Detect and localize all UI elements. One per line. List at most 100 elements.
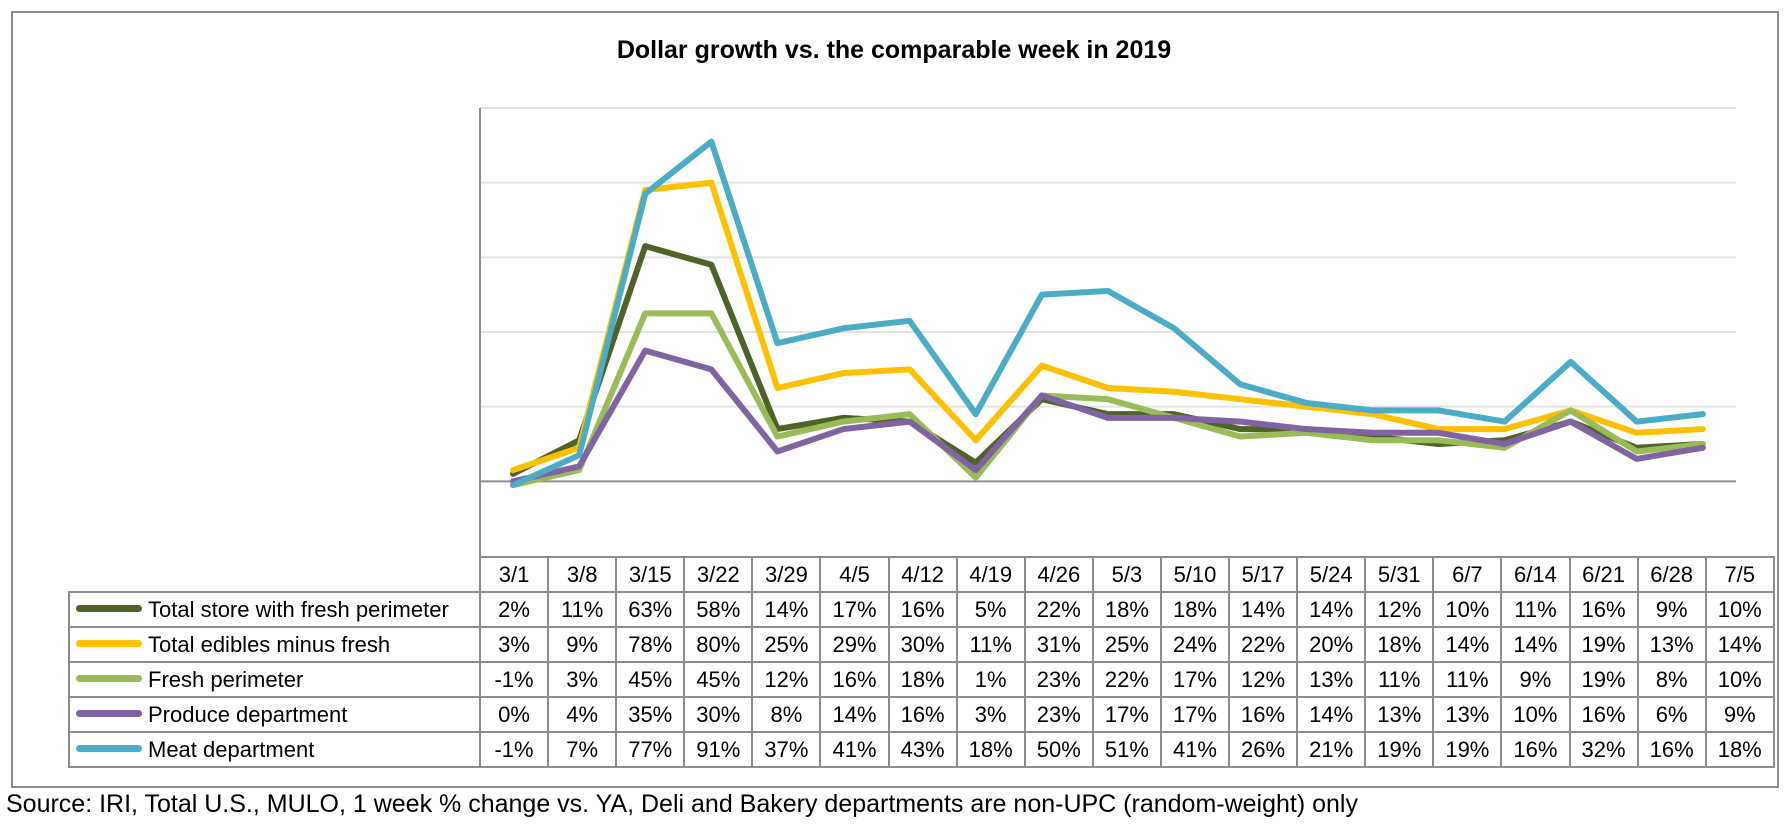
data-label: 17% xyxy=(819,591,890,628)
data-label: 14% xyxy=(1500,626,1571,663)
data-label: 22% xyxy=(1023,591,1094,628)
data-label: 10% xyxy=(1500,696,1571,733)
data-label: 16% xyxy=(1636,731,1707,768)
table-body: Total store with fresh perimeter 2% 11% 63%… xyxy=(68,591,1775,768)
data-label: 0% xyxy=(478,696,550,733)
data-label: 16% xyxy=(887,696,958,733)
data-label: 41% xyxy=(1159,731,1231,768)
series-line-3 xyxy=(510,347,1706,485)
data-label: 29% xyxy=(819,626,890,663)
x-tick-label: 3/29 xyxy=(751,556,822,593)
data-label: 17% xyxy=(1091,696,1162,733)
data-label: 14% xyxy=(819,696,890,733)
x-tick-label: 5/3 xyxy=(1091,556,1162,593)
data-label: 18% xyxy=(955,731,1026,768)
data-label: 19% xyxy=(1364,731,1435,768)
x-tick-label: 5/24 xyxy=(1296,556,1367,593)
table-corner-cell xyxy=(69,557,481,593)
data-label: 14% xyxy=(1296,696,1367,733)
data-label: 9% xyxy=(1636,591,1707,628)
data-label: 24% xyxy=(1159,626,1231,663)
data-label: 8% xyxy=(1636,661,1707,698)
data-label: 17% xyxy=(1159,661,1231,698)
data-label: 35% xyxy=(615,696,686,733)
legend-entry: Fresh perimeter xyxy=(68,661,481,698)
data-label: 6% xyxy=(1636,696,1707,733)
x-tick-label: 4/12 xyxy=(887,556,958,593)
data-label: 22% xyxy=(1091,661,1162,698)
data-label: 91% xyxy=(683,731,754,768)
legend-label: Produce department xyxy=(148,701,348,727)
data-label: 16% xyxy=(1228,696,1299,733)
data-label: 43% xyxy=(887,731,958,768)
chart-frame xyxy=(11,11,1779,788)
data-label: 11% xyxy=(1500,591,1571,628)
data-label: 18% xyxy=(1091,591,1162,628)
data-label: 45% xyxy=(683,661,754,698)
line-chart xyxy=(479,107,1736,556)
data-label: 13% xyxy=(1432,696,1503,733)
data-label: -1% xyxy=(478,731,550,768)
data-label: 7% xyxy=(547,731,618,768)
data-label: 1% xyxy=(955,661,1026,698)
table-header-row: 3/1 3/8 3/15 3/22 3/29 4/5 4/12 4/19 4/26 5/3 5/10… xyxy=(69,556,1775,593)
data-label: 58% xyxy=(683,591,754,628)
legend-label: Total edibles minus fresh xyxy=(148,631,391,657)
data-label: 18% xyxy=(1159,591,1231,628)
data-label: 14% xyxy=(751,591,822,628)
data-label: 45% xyxy=(615,661,686,698)
data-label: 3% xyxy=(547,661,618,698)
x-tick-label: 3/15 xyxy=(615,556,686,593)
data-label: 9% xyxy=(547,626,618,663)
data-label: 51% xyxy=(1091,731,1162,768)
source-note: Source: IRI, Total U.S., MULO, 1 week % … xyxy=(6,790,1358,818)
data-label: 14% xyxy=(1296,591,1367,628)
series-line-0 xyxy=(510,243,1706,477)
legend-label: Meat department xyxy=(148,736,315,762)
data-label: 11% xyxy=(1364,661,1435,698)
data-label: 2% xyxy=(478,591,550,628)
data-label: 8% xyxy=(751,696,822,733)
x-tick-label: 5/10 xyxy=(1159,556,1231,593)
data-label: 16% xyxy=(819,661,890,698)
x-tick-label: 4/5 xyxy=(819,556,890,593)
x-tick-label: 4/19 xyxy=(955,556,1026,593)
data-label: 16% xyxy=(1568,591,1639,628)
data-label: 14% xyxy=(1704,626,1775,663)
data-label: 37% xyxy=(751,731,822,768)
data-label: 19% xyxy=(1432,731,1503,768)
data-label: 23% xyxy=(1023,661,1094,698)
table-row: Total edibles minus fresh 3% 9% 78% 80% 25% 29… xyxy=(68,626,1775,663)
x-tick-label: 3/22 xyxy=(683,556,754,593)
data-label: 31% xyxy=(1023,626,1094,663)
data-label: 13% xyxy=(1636,626,1707,663)
data-label: 3% xyxy=(478,626,550,663)
x-tick-label: 5/17 xyxy=(1228,556,1299,593)
data-label: 12% xyxy=(751,661,822,698)
legend-entry: Total store with fresh perimeter xyxy=(68,591,481,628)
data-label: 25% xyxy=(751,626,822,663)
data-label: 20% xyxy=(1296,626,1367,663)
data-label: 16% xyxy=(1568,696,1639,733)
data-label: 19% xyxy=(1568,661,1639,698)
data-label: 4% xyxy=(547,696,618,733)
x-tick-label: 4/26 xyxy=(1023,556,1094,593)
data-label: 17% xyxy=(1159,696,1231,733)
data-label: 11% xyxy=(955,626,1026,663)
data-label: 21% xyxy=(1296,731,1367,768)
legend-swatch xyxy=(76,745,142,753)
data-label: 11% xyxy=(547,591,618,628)
chart-title: Dollar growth vs. the comparable week in… xyxy=(616,36,1172,64)
data-label: 18% xyxy=(887,661,958,698)
legend-swatch xyxy=(76,675,142,683)
legend-swatch xyxy=(76,605,142,613)
data-label: 9% xyxy=(1500,661,1571,698)
data-label: 10% xyxy=(1432,591,1503,628)
data-label: 5% xyxy=(955,591,1026,628)
data-label: 32% xyxy=(1568,731,1639,768)
legend-swatch xyxy=(76,710,142,718)
table-row: Produce department 0% 4% 35% 30% 8% 14% 16% 3% 23… xyxy=(68,696,1775,733)
data-label: 3% xyxy=(955,696,1026,733)
data-label: 11% xyxy=(1432,661,1503,698)
x-tick-label: 5/31 xyxy=(1364,556,1435,593)
